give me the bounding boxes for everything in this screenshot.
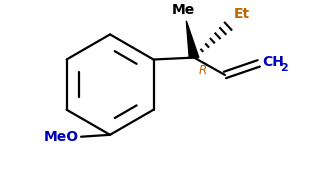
Text: CH: CH [263,55,284,69]
Polygon shape [186,21,199,58]
Text: 2: 2 [280,63,288,73]
Text: MeO: MeO [44,130,79,144]
Text: Me: Me [172,3,195,17]
Text: Et: Et [234,7,250,21]
Text: R: R [199,64,207,77]
